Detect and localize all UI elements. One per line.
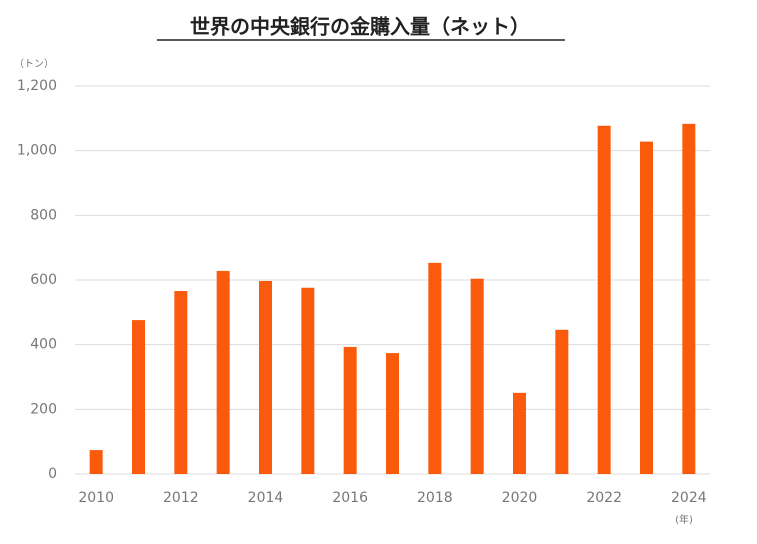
x-tick-label: 2024 — [671, 490, 707, 506]
bar — [555, 329, 569, 474]
y-axis-unit: （トン） — [14, 58, 54, 70]
bar — [386, 353, 399, 474]
x-tick-label: 2014 — [248, 490, 284, 506]
bar — [343, 346, 357, 474]
bar — [513, 392, 526, 474]
y-tick-label: 0 — [48, 466, 57, 482]
bar — [132, 320, 145, 474]
y-tick-label: 200 — [30, 401, 57, 417]
bar — [428, 262, 442, 474]
bar — [682, 123, 696, 474]
y-tick-label: 800 — [30, 207, 57, 223]
x-tick-label: 2018 — [417, 490, 453, 506]
bar — [301, 287, 315, 474]
bar — [597, 125, 611, 475]
y-tick-label: 600 — [30, 272, 57, 288]
x-tick-label: 2010 — [78, 490, 114, 506]
y-tick-label: 1,000 — [17, 143, 57, 159]
bar — [470, 278, 484, 474]
y-tick-label: 400 — [30, 337, 57, 353]
bar — [174, 290, 188, 474]
bar — [216, 270, 230, 474]
bar — [89, 450, 103, 474]
x-axis-unit: (年) — [675, 513, 693, 526]
y-tick-label: 1,200 — [17, 78, 57, 94]
x-tick-label: 2020 — [502, 490, 538, 506]
x-tick-label: 2012 — [163, 490, 199, 506]
bar — [640, 141, 653, 474]
x-tick-label: 2022 — [586, 490, 622, 506]
x-tick-label: 2016 — [332, 490, 368, 506]
chart-title: 世界の中央銀行の金購入量（ネット） — [190, 15, 530, 39]
bar — [259, 280, 272, 474]
